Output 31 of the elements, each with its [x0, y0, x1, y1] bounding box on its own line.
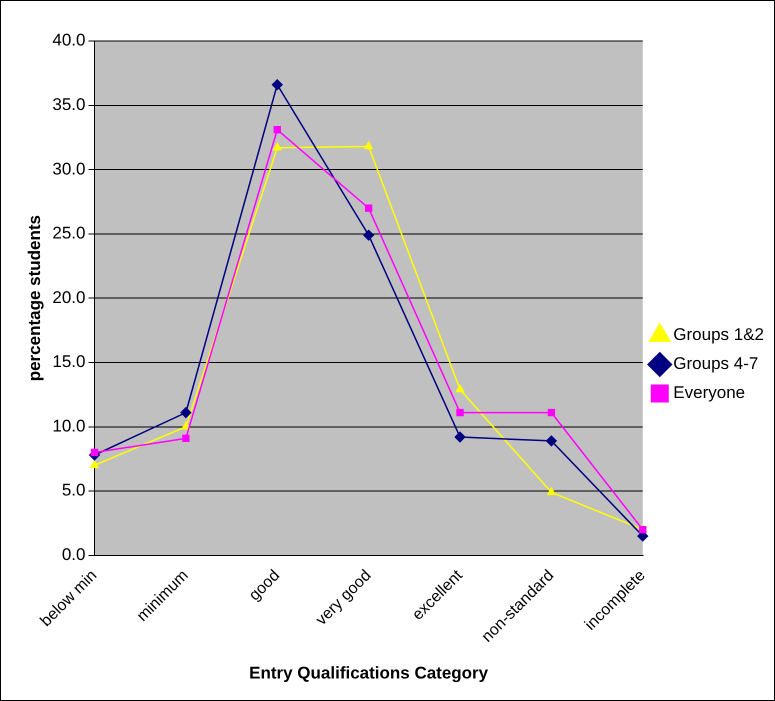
point	[454, 432, 466, 443]
legend-label: Groups 4-7	[673, 354, 758, 374]
point	[364, 204, 372, 212]
point	[547, 487, 556, 496]
y-tick-label: 5.0	[62, 480, 86, 500]
y-tick-label: 15.0	[52, 352, 86, 372]
y-tick-label: 25.0	[52, 224, 86, 243]
y-tick-label: 40.0	[52, 30, 86, 50]
point	[456, 408, 464, 416]
point	[90, 448, 98, 456]
point	[274, 126, 281, 134]
point	[180, 407, 192, 418]
point	[548, 408, 556, 416]
point	[364, 141, 374, 150]
y-tick-label: 0.0	[62, 545, 86, 564]
y-tick-label: 20.0	[52, 288, 86, 307]
point	[182, 434, 190, 442]
y-tick-label: 30.0	[52, 159, 86, 178]
legend-label: Everyone	[673, 383, 746, 402]
x-axis-title: Entry Qualifications Category	[249, 663, 489, 682]
y-tick-label: 35.0	[52, 94, 86, 114]
point	[181, 422, 190, 430]
y-tick-label: 10.0	[52, 416, 86, 436]
legend-label: Groups 1&2	[673, 325, 764, 344]
point	[546, 435, 557, 446]
point	[363, 230, 374, 241]
y-axis-title: percentage students	[24, 215, 44, 382]
point	[272, 142, 282, 150]
point	[456, 384, 464, 392]
point	[90, 460, 99, 468]
point	[272, 79, 283, 90]
